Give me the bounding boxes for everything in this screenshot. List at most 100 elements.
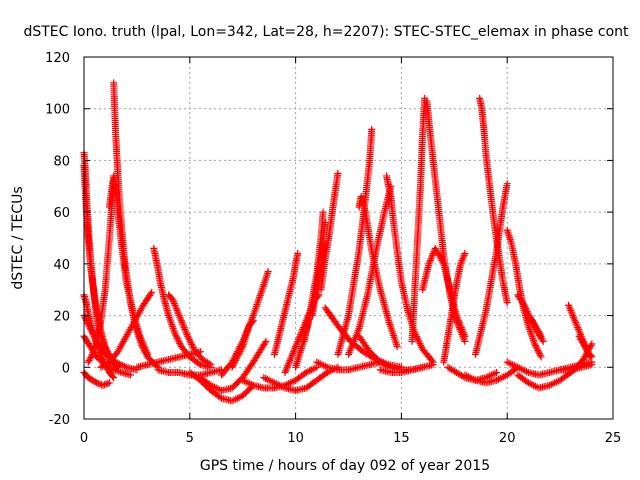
data-point-marker xyxy=(425,260,433,268)
y-tick-label: -20 xyxy=(49,413,70,428)
data-point-marker xyxy=(262,337,270,345)
data-point-marker xyxy=(188,340,196,348)
data-point-marker xyxy=(143,349,151,357)
data-point-marker xyxy=(535,348,543,356)
data-point-marker xyxy=(169,296,177,304)
data-point-marker xyxy=(292,341,300,349)
data-point-marker xyxy=(428,253,436,261)
data-series xyxy=(503,226,545,361)
data-point-marker xyxy=(439,258,447,266)
data-point-marker xyxy=(534,346,542,354)
data-series xyxy=(408,94,429,345)
data-series xyxy=(309,218,329,320)
data-point-marker xyxy=(570,315,578,323)
data-point-marker xyxy=(455,317,463,325)
data-point-marker xyxy=(147,290,155,298)
data-point-marker xyxy=(535,329,543,337)
plot-frame xyxy=(83,56,614,420)
data-point-marker xyxy=(455,318,463,326)
data-point-marker xyxy=(506,235,514,243)
data-point-marker xyxy=(264,268,272,276)
data-series xyxy=(228,317,257,371)
data-point-marker xyxy=(587,342,595,350)
data-point-marker xyxy=(456,320,464,328)
data-point-marker xyxy=(175,312,183,320)
data-series xyxy=(575,332,596,361)
data-point-marker xyxy=(575,332,583,340)
data-point-marker xyxy=(289,349,297,357)
data-point-marker xyxy=(93,379,101,387)
data-point-marker xyxy=(249,317,257,325)
data-series xyxy=(440,250,469,366)
data-point-marker xyxy=(91,378,99,386)
data-point-marker xyxy=(393,343,401,351)
data-point-marker xyxy=(109,372,117,380)
tick-layer: 0 5 10 15 20 25 -20 0 20 40 60 80 100 120 xyxy=(45,51,621,446)
data-point-marker xyxy=(176,339,184,347)
x-tick-label: 20 xyxy=(499,431,516,446)
data-point-marker xyxy=(585,345,593,353)
x-tick-label: 15 xyxy=(393,431,410,446)
data-point-marker xyxy=(263,269,271,277)
data-point-marker xyxy=(391,337,399,345)
data-point-marker xyxy=(392,339,400,347)
data-point-marker xyxy=(283,363,291,371)
data-series xyxy=(133,348,204,371)
data-point-marker xyxy=(262,273,270,281)
data-point-marker xyxy=(94,379,102,387)
data-point-marker xyxy=(576,334,584,342)
data-point-marker xyxy=(387,322,395,330)
data-point-marker xyxy=(105,379,113,387)
data-series xyxy=(524,312,545,340)
data-point-marker xyxy=(565,303,573,311)
data-point-marker xyxy=(108,365,116,373)
data-point-marker xyxy=(577,335,585,343)
data-point-marker xyxy=(519,300,527,308)
data-point-marker xyxy=(578,337,586,345)
data-point-marker xyxy=(393,341,401,349)
data-point-marker xyxy=(319,208,327,216)
data-point-marker xyxy=(141,345,149,353)
data-point-marker xyxy=(138,337,146,345)
data-point-marker xyxy=(566,305,574,313)
marker-layer xyxy=(80,79,596,405)
y-tick-label: 40 xyxy=(53,258,70,273)
data-point-marker xyxy=(459,329,467,337)
data-point-marker xyxy=(572,318,580,326)
data-point-marker xyxy=(174,336,182,344)
data-point-marker xyxy=(586,343,594,351)
data-point-marker xyxy=(460,331,468,339)
data-point-marker xyxy=(290,346,298,354)
data-point-marker xyxy=(85,321,93,329)
data-series xyxy=(355,193,401,351)
data-point-marker xyxy=(110,374,118,382)
data-point-marker xyxy=(386,320,394,328)
x-axis-label: GPS time / hours of day 092 of year 2015 xyxy=(200,458,490,474)
data-point-marker xyxy=(523,308,531,316)
y-tick-label: 0 xyxy=(62,361,70,376)
data-point-marker xyxy=(537,332,545,340)
data-point-marker xyxy=(390,333,398,341)
data-point-marker xyxy=(537,353,545,361)
data-point-marker xyxy=(175,310,183,318)
data-series xyxy=(97,288,156,371)
data-series xyxy=(317,169,342,294)
data-point-marker xyxy=(85,357,93,365)
data-point-marker xyxy=(493,368,501,376)
data-point-marker xyxy=(170,300,178,308)
data-point-marker xyxy=(101,381,109,389)
data-point-marker xyxy=(86,355,94,363)
data-point-marker xyxy=(87,353,95,361)
data-point-marker xyxy=(459,255,467,263)
data-point-marker xyxy=(90,331,98,339)
data-point-marker xyxy=(177,315,185,323)
data-point-marker xyxy=(139,338,147,346)
data-point-marker xyxy=(454,315,462,323)
data-point-marker xyxy=(171,301,179,309)
data-series xyxy=(423,97,469,345)
data-point-marker xyxy=(261,339,269,347)
data-point-marker xyxy=(572,320,580,328)
data-series xyxy=(514,368,575,392)
data-point-marker xyxy=(174,308,182,316)
data-point-marker xyxy=(574,325,582,333)
